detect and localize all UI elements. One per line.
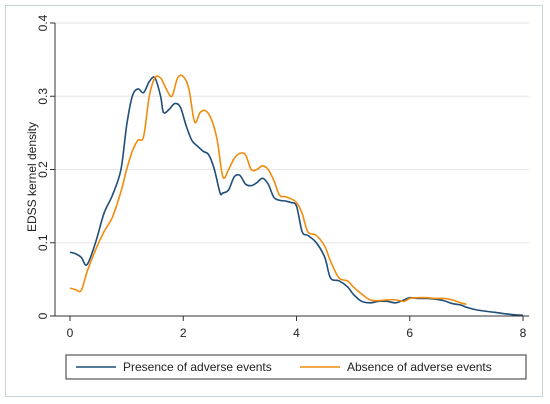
x-tick-label-4: 8 [520, 326, 527, 340]
y-axis-label: EDSS kernel density [25, 122, 39, 232]
y-ticks: 0 0.1 0.2 0.3 0.4 [36, 14, 55, 319]
y-tick-label-2: 0.2 [36, 161, 50, 178]
x-tick-label-3: 6 [406, 326, 413, 340]
legend-box [65, 354, 527, 380]
x-ticks: 0 2 4 6 8 [67, 316, 527, 340]
x-tick-label-1: 2 [180, 326, 187, 340]
legend-label-presence: Presence of adverse events [123, 360, 272, 374]
y-tick-label-4: 0.4 [36, 14, 50, 31]
series-lines [69, 74, 524, 317]
y-tick-label-1: 0.1 [36, 234, 50, 251]
x-tick-label-2: 4 [293, 326, 300, 340]
series-line-absence [69, 74, 467, 306]
x-tick-label-0: 0 [67, 326, 74, 340]
legend: Presence of adverse events Absence of ad… [65, 354, 527, 380]
gridlines [55, 22, 529, 244]
y-tick-label-0: 0 [36, 312, 50, 319]
legend-label-absence: Absence of adverse events [347, 360, 492, 374]
y-tick-label-3: 0.3 [36, 88, 50, 105]
series-line-presence [69, 76, 524, 317]
